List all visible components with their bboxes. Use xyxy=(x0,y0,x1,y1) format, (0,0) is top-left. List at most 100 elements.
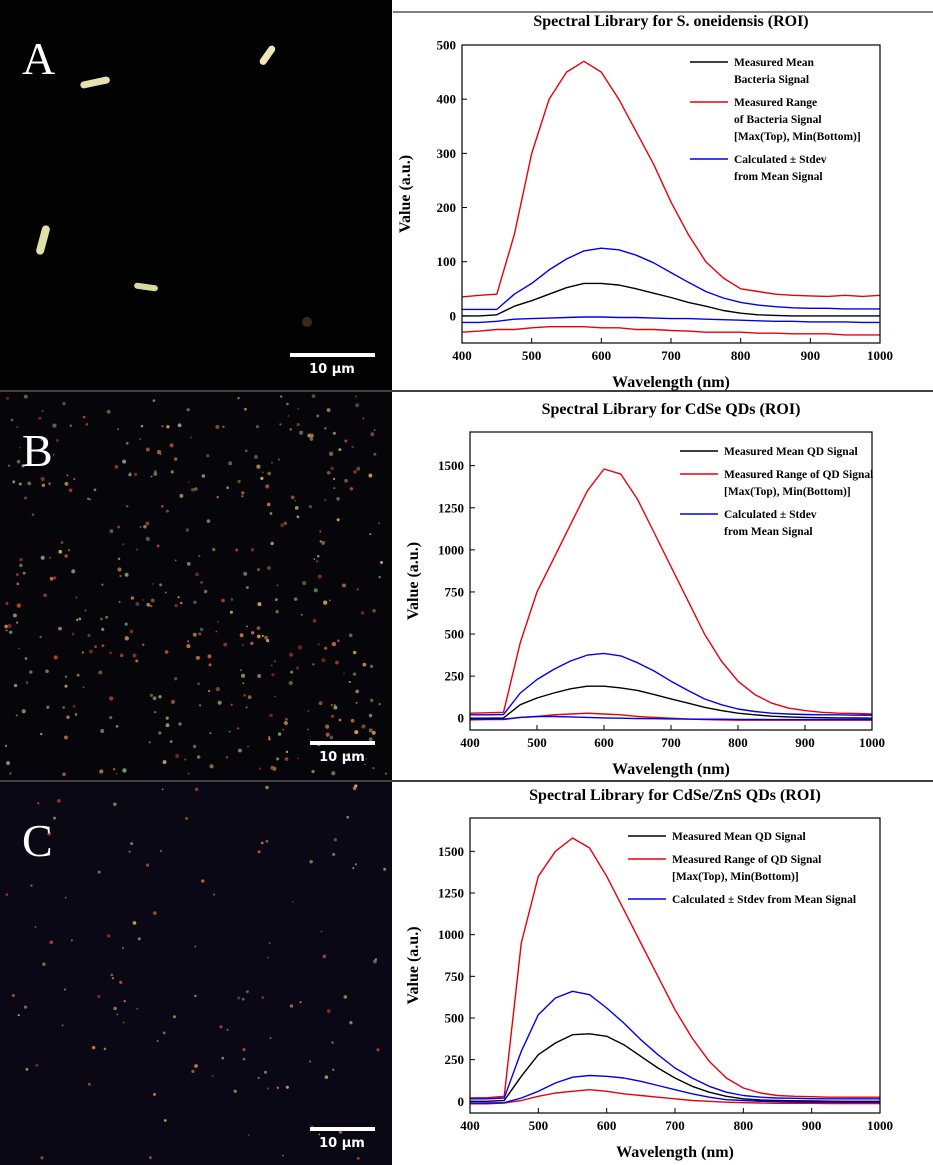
dot xyxy=(119,653,124,658)
dot xyxy=(319,530,322,533)
dot xyxy=(274,598,278,602)
dot xyxy=(124,572,129,577)
dot xyxy=(337,639,340,643)
dot xyxy=(374,958,378,961)
x-tick-label: 1000 xyxy=(867,348,893,363)
dot xyxy=(206,454,210,458)
dot xyxy=(124,622,128,626)
dot xyxy=(297,407,300,410)
dot xyxy=(245,706,248,709)
dot xyxy=(145,863,150,867)
dot xyxy=(19,563,23,568)
dot xyxy=(239,669,242,672)
dot xyxy=(221,598,225,603)
dot xyxy=(142,599,144,601)
dot xyxy=(186,640,190,643)
scale-bar-label: 10 µm xyxy=(319,1136,365,1151)
y-tick-label: 1500 xyxy=(438,458,464,473)
dot xyxy=(264,635,269,640)
micrograph-c xyxy=(0,782,392,1165)
dot xyxy=(101,644,105,648)
dot xyxy=(158,695,162,699)
plot-frame xyxy=(469,431,873,731)
dot xyxy=(260,476,264,480)
dot xyxy=(23,1005,28,1009)
dot xyxy=(159,583,163,587)
particle xyxy=(302,317,312,327)
dot xyxy=(113,1006,117,1011)
dot xyxy=(362,417,365,420)
dot xyxy=(317,643,320,646)
dot xyxy=(186,561,191,566)
dot xyxy=(208,690,211,693)
dot xyxy=(354,784,358,788)
dot xyxy=(192,632,197,637)
dot xyxy=(322,954,327,959)
dot xyxy=(270,461,273,464)
dot xyxy=(109,529,114,534)
dot xyxy=(207,654,212,659)
dot xyxy=(135,602,140,606)
x-tick-label: 1000 xyxy=(859,735,885,750)
dot xyxy=(122,1021,125,1024)
dot xyxy=(338,1130,343,1134)
dot xyxy=(70,939,73,942)
dot xyxy=(329,735,334,740)
dot xyxy=(64,735,68,740)
dot xyxy=(187,772,190,775)
dot xyxy=(344,439,348,443)
dot xyxy=(333,477,336,480)
dot xyxy=(283,521,288,526)
dot xyxy=(194,945,197,948)
dot xyxy=(309,1060,312,1063)
y-tick-label: 500 xyxy=(445,1011,465,1026)
dot xyxy=(105,615,108,619)
dot xyxy=(269,1037,272,1040)
dot xyxy=(352,867,355,870)
dot xyxy=(380,560,384,564)
dot xyxy=(285,1085,289,1089)
dot xyxy=(137,937,141,941)
dot xyxy=(160,850,163,852)
dot xyxy=(256,634,261,639)
dot xyxy=(4,624,8,629)
dot xyxy=(270,664,273,667)
dot xyxy=(326,470,331,475)
dot xyxy=(296,422,300,427)
dot xyxy=(156,1040,159,1043)
x-axis-label: Wavelength (nm) xyxy=(616,1144,734,1161)
dot xyxy=(152,582,155,585)
dot xyxy=(165,716,169,720)
dot xyxy=(351,445,354,449)
dot xyxy=(39,635,43,639)
dot xyxy=(125,441,129,445)
micrograph-a xyxy=(0,0,392,390)
dot xyxy=(41,483,46,487)
dot xyxy=(336,518,340,522)
dot xyxy=(217,621,219,623)
dot xyxy=(266,565,272,571)
dot xyxy=(38,416,42,420)
dot xyxy=(48,482,51,485)
dot xyxy=(271,673,275,677)
dot xyxy=(209,732,212,735)
dot xyxy=(261,634,264,637)
dot xyxy=(153,472,158,476)
dot xyxy=(16,582,20,586)
dot xyxy=(313,558,316,560)
dot xyxy=(180,601,183,605)
dot xyxy=(122,768,127,773)
plot-frame xyxy=(469,817,881,1114)
dot xyxy=(336,497,340,501)
dot xyxy=(332,431,336,435)
dot xyxy=(82,415,86,419)
dot xyxy=(100,617,103,621)
dot xyxy=(62,706,65,709)
dot xyxy=(330,703,334,707)
dot xyxy=(217,700,222,705)
dot xyxy=(287,415,290,417)
x-tick-label: 800 xyxy=(734,1118,754,1133)
y-tick-label: 0 xyxy=(458,711,465,726)
dot xyxy=(270,765,275,770)
dot xyxy=(117,525,121,529)
